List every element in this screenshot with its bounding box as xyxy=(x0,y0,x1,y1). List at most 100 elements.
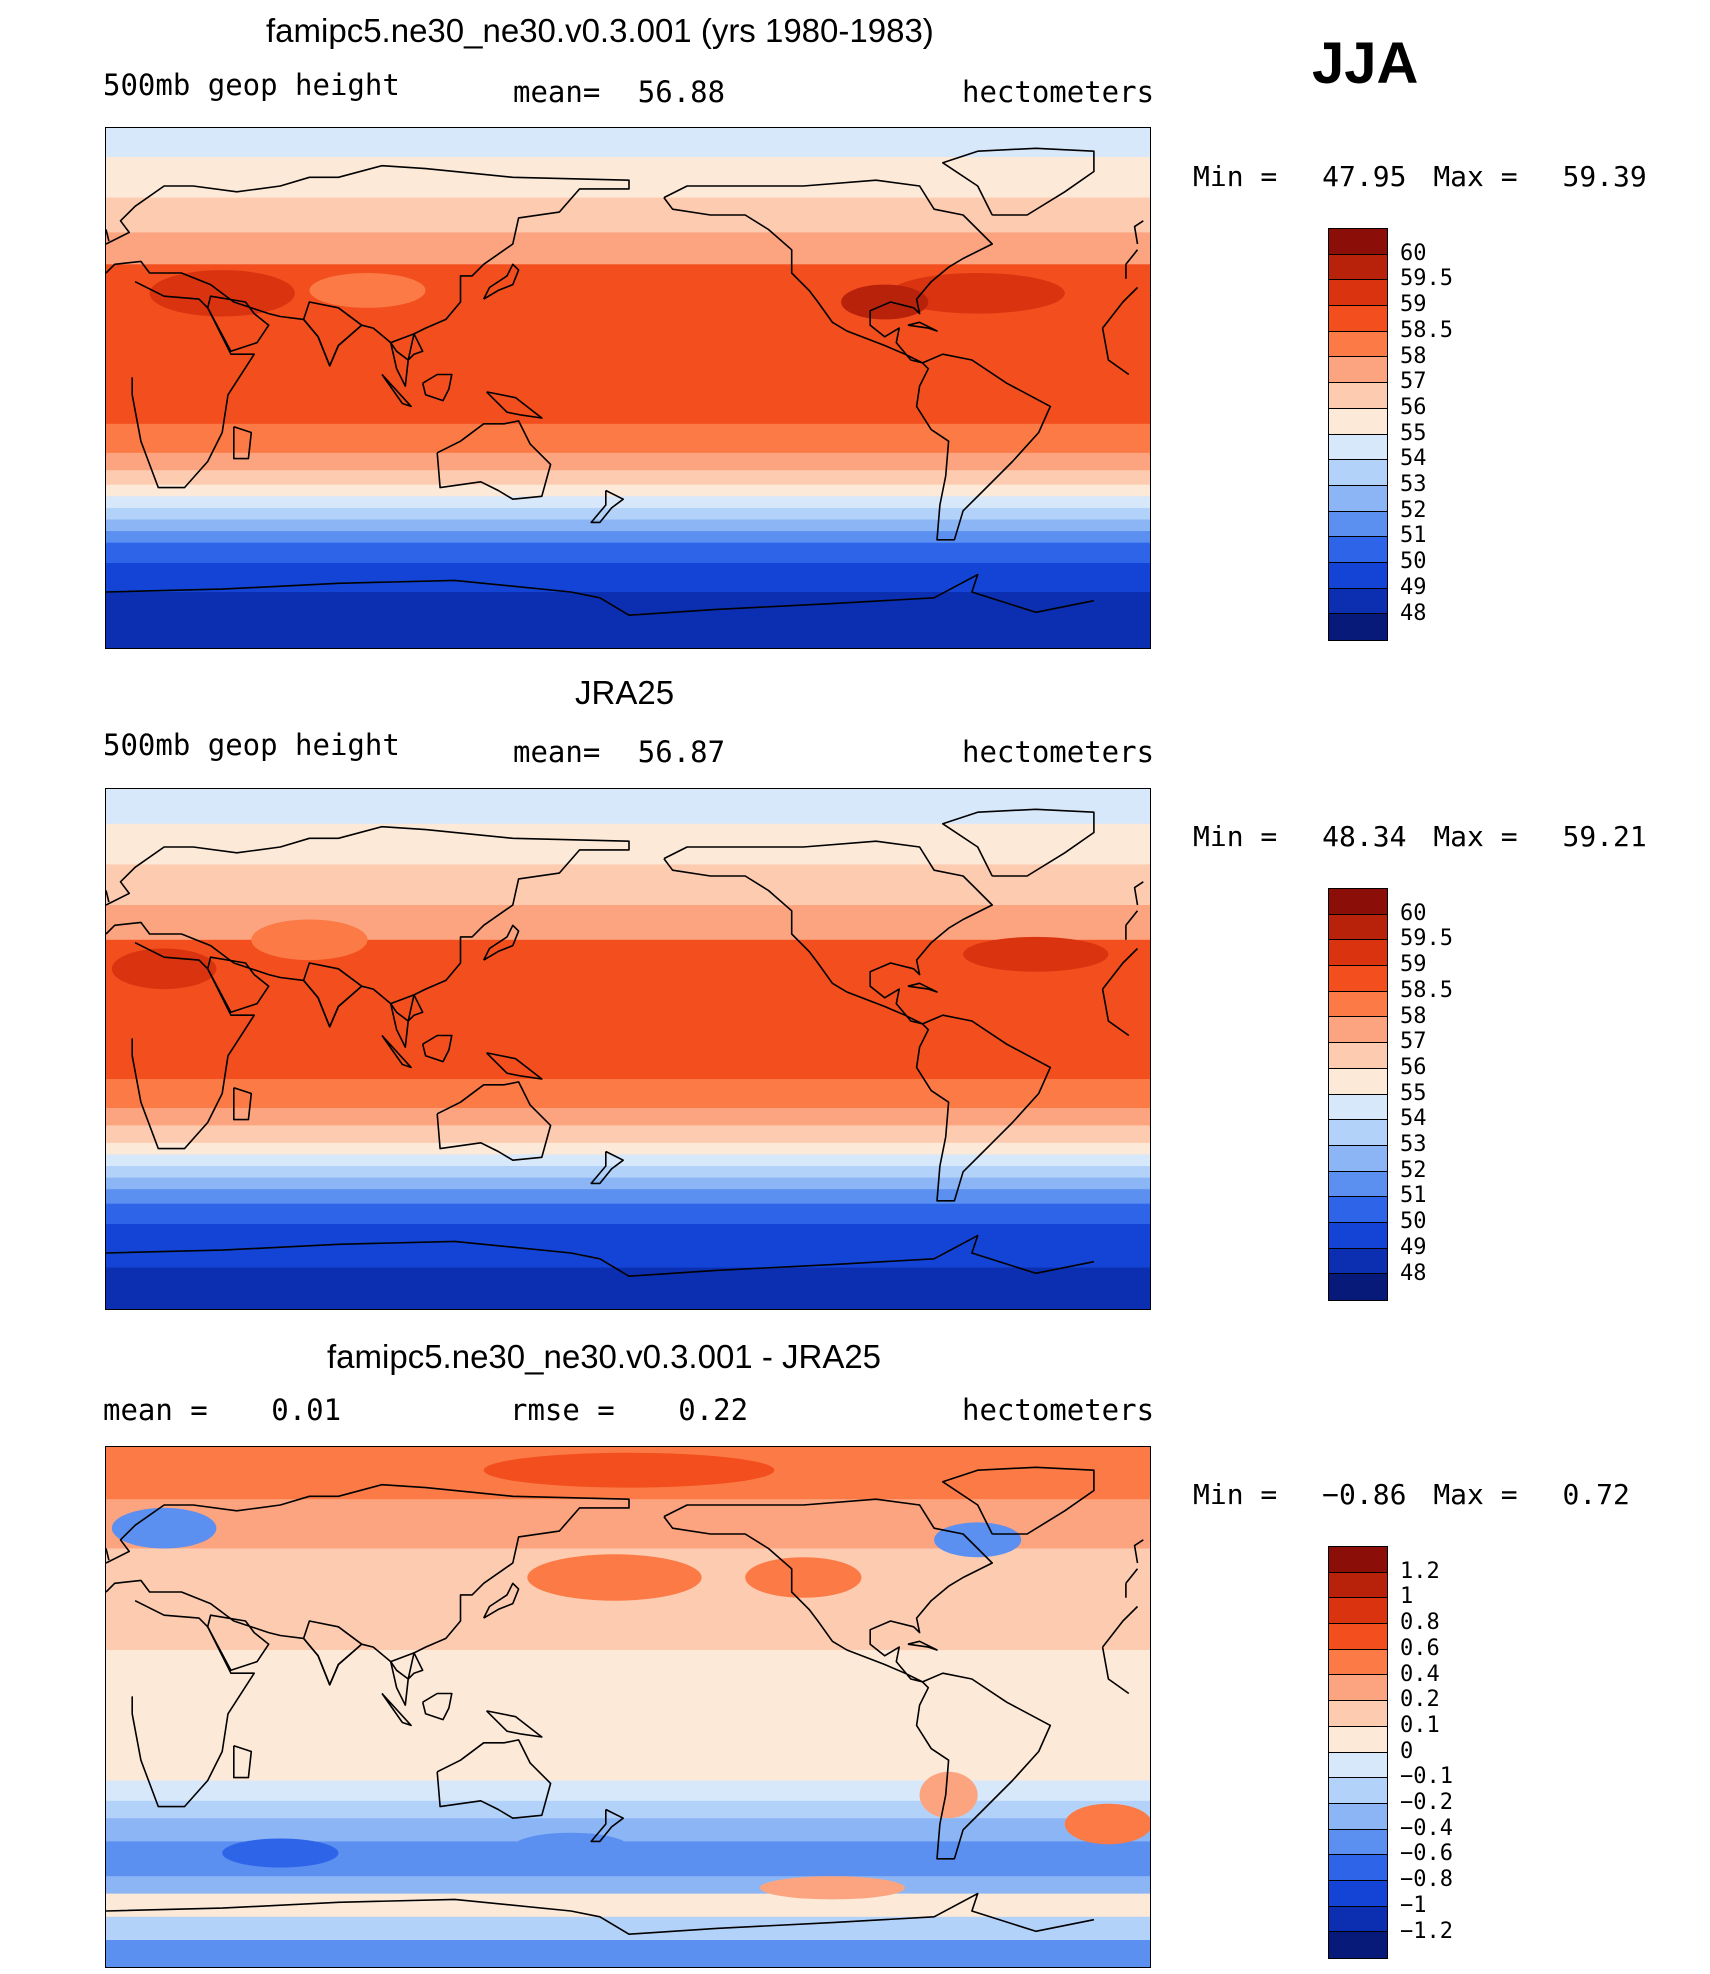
map-contour-band xyxy=(106,519,1150,532)
panel-1-minmax: Min = 47.95 Max = 59.39 xyxy=(1193,160,1647,193)
coastline xyxy=(206,1614,270,1672)
colorbar-swatch xyxy=(1329,1120,1387,1146)
colorbar-swatch xyxy=(1329,331,1387,358)
map-contour-band xyxy=(106,1079,1150,1109)
colorbar-swatch xyxy=(1329,562,1387,589)
panel-1-units: hectometers xyxy=(962,75,1155,109)
map-contour-band xyxy=(106,496,1150,509)
panel-3-min-label: Min = xyxy=(1193,1478,1278,1511)
panel-2-mean-value: 56.87 xyxy=(637,735,726,769)
map-contour-band xyxy=(106,823,1150,865)
panel-3-mean: mean = 0.01 xyxy=(103,1393,341,1427)
map-contour-band xyxy=(106,592,1150,648)
colorbar-swatch xyxy=(1329,1701,1387,1727)
panel-1-max-value: 59.39 xyxy=(1562,160,1647,193)
coastline xyxy=(486,1052,543,1080)
map-contour-region xyxy=(251,919,368,961)
panel-3-map xyxy=(105,1446,1151,1968)
coastline xyxy=(486,1710,543,1738)
coastline xyxy=(131,941,1139,1150)
coastline xyxy=(233,1744,253,1779)
panel-3-rmse-label: rmse = xyxy=(510,1393,615,1427)
colorbar-tick-label: 0 xyxy=(1400,1738,1414,1764)
colorbar-swatch xyxy=(1329,966,1387,992)
panel-3-minmax: Min = −0.86 Max = 0.72 xyxy=(1193,1478,1630,1511)
colorbar-swatch xyxy=(1329,1932,1387,1958)
colorbar-tick-label: 0.8 xyxy=(1400,1610,1440,1636)
colorbar-swatch xyxy=(1329,940,1387,967)
map-contour-region xyxy=(963,936,1109,972)
panel-2-minmax: Min = 48.34 Max = 59.21 xyxy=(1193,820,1647,853)
map-contour-band xyxy=(106,789,1150,825)
panel-1-mean: mean= 56.88 xyxy=(513,75,725,109)
map-contour-region xyxy=(745,1557,862,1598)
panel-1-mean-label: mean= xyxy=(513,75,601,109)
coastline xyxy=(381,373,412,408)
coastline xyxy=(106,881,1144,906)
coastline xyxy=(302,1620,363,1686)
colorbar-tick-label: 53 xyxy=(1400,472,1427,497)
colorbar-tick-label: 59.5 xyxy=(1400,266,1453,292)
map-contour-band xyxy=(106,1177,1150,1190)
colorbar-tick-label: 59 xyxy=(1400,292,1427,318)
coastline xyxy=(421,1692,453,1721)
coastline xyxy=(915,1014,1052,1202)
coastline xyxy=(106,164,1139,367)
colorbar-swatch xyxy=(1329,434,1387,461)
colorbar-swatch xyxy=(1329,254,1387,281)
colorbar-tick-label: 59.5 xyxy=(1400,926,1453,952)
map-contour-band xyxy=(106,1203,1150,1225)
map-contour-region xyxy=(841,284,929,320)
colorbar-tick-label: 49 xyxy=(1400,574,1427,600)
map-contour-band xyxy=(106,1800,1150,1819)
map-contour-band xyxy=(106,1142,1150,1155)
colorbar-swatch xyxy=(1329,511,1387,538)
coastline xyxy=(590,1150,624,1185)
colorbar-tick-label: 48 xyxy=(1400,1260,1427,1286)
colorbar-tick-label: 54 xyxy=(1400,446,1427,472)
coastline xyxy=(302,301,363,367)
colorbar-tick-label: −1 xyxy=(1400,1892,1427,1918)
colorbar-swatch xyxy=(1329,383,1387,409)
coastline xyxy=(663,179,993,364)
map-contour-band xyxy=(106,864,1150,906)
colorbar-tick-label: −0.6 xyxy=(1400,1841,1453,1867)
map-contour-band xyxy=(106,1189,1150,1205)
panel-3-min-value: −0.86 xyxy=(1322,1478,1407,1511)
map-contour-region xyxy=(111,948,217,990)
colorbar-tick-label: 49 xyxy=(1400,1234,1427,1260)
panel-1-title: famipc5.ne30_ne30.v0.3.001 (yrs 1980-198… xyxy=(266,12,934,49)
panel-2-units: hectometers xyxy=(962,735,1155,769)
coastline xyxy=(131,280,1139,489)
colorbar-tick-label: −0.1 xyxy=(1400,1764,1453,1790)
map-contour-band xyxy=(106,1650,1150,1781)
colorbar-tick-label: 60 xyxy=(1400,900,1427,926)
colorbar-swatch xyxy=(1329,280,1387,307)
map-contour-region xyxy=(111,1507,217,1549)
panel-2-min-value: 48.34 xyxy=(1322,820,1407,853)
colorbar-swatch xyxy=(1329,485,1387,512)
map-contour-band xyxy=(106,1916,1150,1941)
colorbar-tick-label: 55 xyxy=(1400,1080,1427,1106)
map-contour-band xyxy=(106,1780,1150,1802)
coastline xyxy=(206,956,270,1014)
panel-1-mean-value: 56.88 xyxy=(637,75,726,109)
coastline xyxy=(206,295,270,353)
map-contour-band xyxy=(106,452,1150,471)
colorbar-swatch xyxy=(1329,1726,1387,1753)
colorbar-swatch xyxy=(1329,614,1387,640)
colorbar-tick-label: 48 xyxy=(1400,600,1427,626)
coastline xyxy=(590,489,624,524)
colorbar-swatch xyxy=(1329,1274,1387,1300)
colorbar-tick-label: 58.5 xyxy=(1400,317,1453,343)
coastline xyxy=(131,1599,1139,1808)
colorbar-swatch xyxy=(1329,229,1387,255)
coastline xyxy=(436,1081,552,1161)
coastline xyxy=(663,840,993,1025)
colorbar-swatch xyxy=(1329,991,1387,1018)
colorbar-tick-label: 1 xyxy=(1400,1584,1414,1610)
coastline xyxy=(486,391,543,419)
colorbar-tick-label: 1.2 xyxy=(1400,1558,1440,1584)
colorbar-swatch xyxy=(1329,1855,1387,1881)
colorbar-swatch xyxy=(1329,1043,1387,1069)
